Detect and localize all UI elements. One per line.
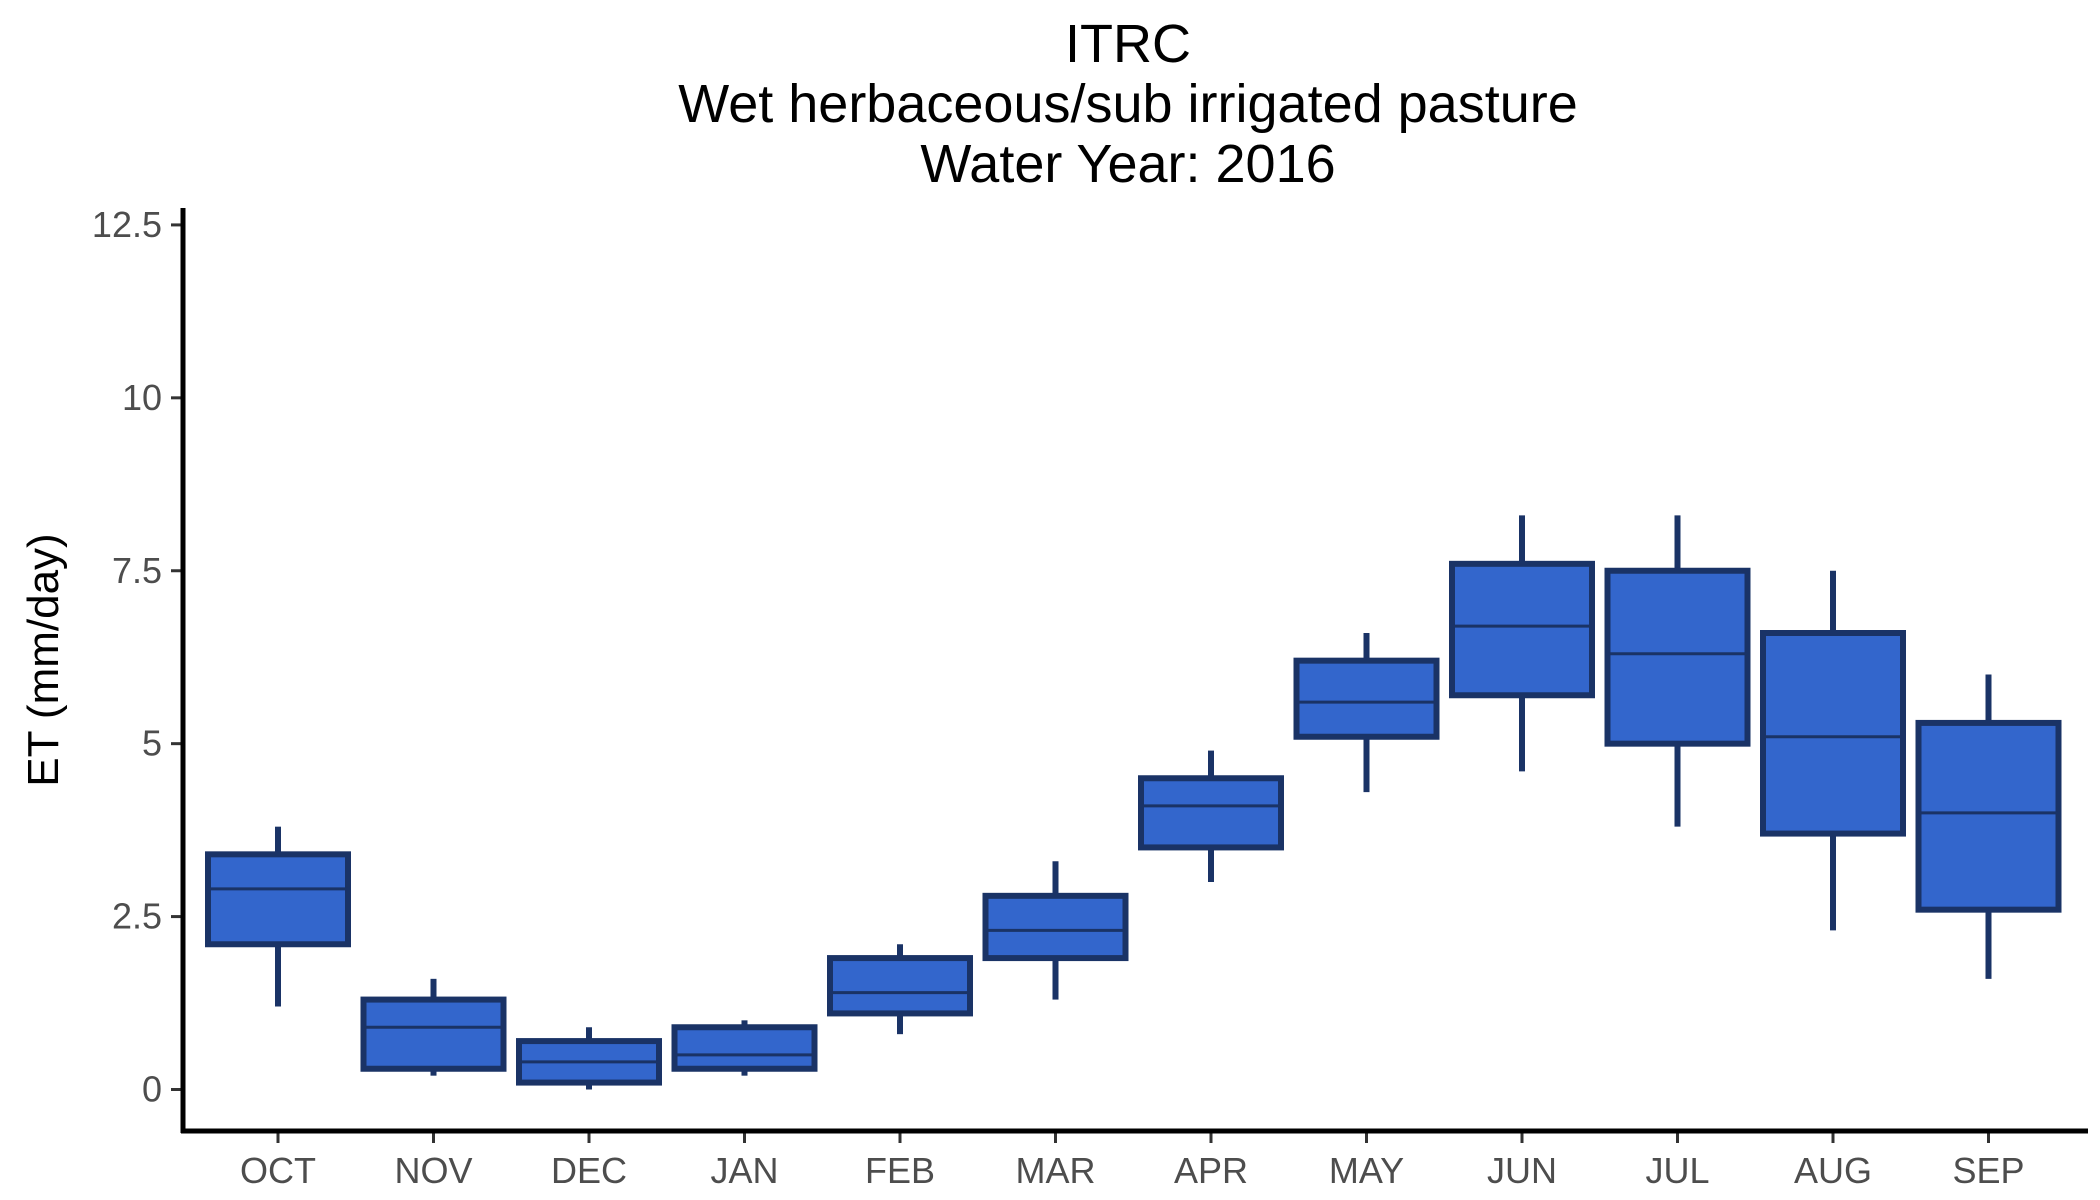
box-oct [205, 826, 351, 1007]
x-tick-label: MAR [1016, 1150, 1096, 1191]
box-sep [1915, 674, 2062, 979]
box-iqr [1293, 657, 1440, 740]
x-tick-label: AUG [1794, 1150, 1872, 1191]
box-dec [516, 1027, 662, 1090]
box-iqr [1915, 719, 2062, 913]
y-tick-label: 12.5 [92, 204, 162, 245]
box-iqr [982, 892, 1129, 962]
y-tick-label: 2.5 [112, 896, 162, 937]
x-tick-label: DEC [551, 1150, 627, 1191]
y-tick-label: 10 [122, 377, 162, 418]
plot-area: OCT NOV DEC JAN FEB MAR APR MAY JUN JUL AUG SEP 0 2.5… [92, 204, 2088, 1191]
chart-title: ITRC Wet herbaceous/sub irrigated pastur… [678, 14, 1578, 194]
box-apr [1138, 750, 1284, 882]
box-nov [360, 978, 507, 1076]
y-tick-label: 7.5 [112, 550, 162, 591]
chart-title-line-3: Water Year: 2016 [920, 134, 1335, 194]
box-iqr [1449, 560, 1595, 699]
box-jul [1604, 515, 1751, 827]
x-tick-label: MAY [1329, 1150, 1404, 1191]
box-iqr [827, 955, 973, 1017]
x-tick-label: APR [1174, 1150, 1248, 1191]
box-jan [671, 1020, 818, 1076]
box-iqr [205, 851, 351, 948]
box-iqr [671, 1024, 818, 1072]
box-iqr [1760, 630, 1906, 837]
y-tick-label: 0 [142, 1069, 162, 1110]
x-tick-label: NOV [394, 1150, 472, 1191]
y-axis-title: ET (mm/day) [19, 533, 68, 786]
x-tick-label: OCT [240, 1150, 316, 1191]
x-tick-label: JUN [1487, 1150, 1557, 1191]
box-iqr [1138, 775, 1284, 851]
box-jun [1449, 515, 1595, 772]
chart-title-line-1: ITRC [1065, 14, 1191, 74]
box-iqr [1604, 567, 1751, 747]
box-aug [1760, 570, 1906, 931]
y-tick-label: 5 [142, 723, 162, 764]
x-tick-label: JUL [1645, 1150, 1709, 1191]
chart-title-line-2: Wet herbaceous/sub irrigated pasture [678, 74, 1578, 134]
box-may [1293, 633, 1440, 793]
x-tick-label: FEB [865, 1150, 935, 1191]
box-feb [827, 944, 973, 1035]
x-tick-label: JAN [710, 1150, 778, 1191]
box-iqr [360, 996, 507, 1072]
box-mar [982, 861, 1129, 1000]
x-tick-label: SEP [1952, 1150, 2024, 1191]
